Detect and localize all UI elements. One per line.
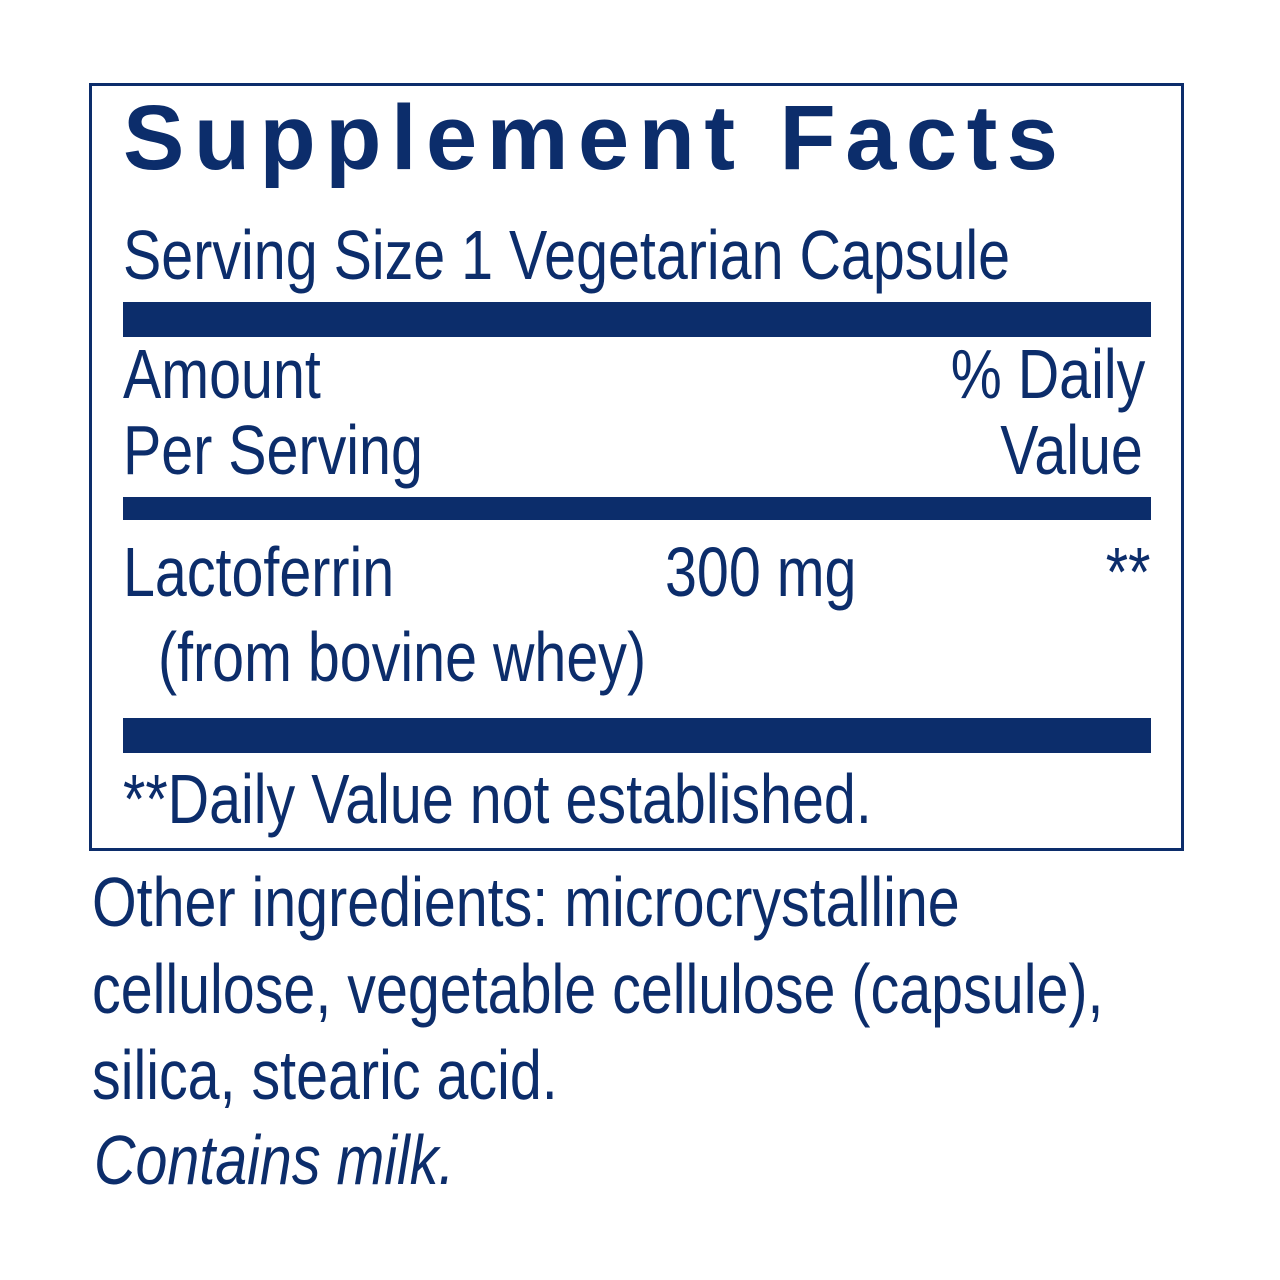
- footnote: **Daily Value not established.: [123, 760, 872, 838]
- panel-title: Supplement Facts: [123, 87, 1068, 189]
- divider-thick: [123, 302, 1151, 337]
- daily-value-header-line2: Value: [1000, 411, 1143, 489]
- allergen-statement: Contains milk.: [94, 1121, 455, 1199]
- amount-header-line1: Amount: [123, 335, 321, 413]
- amount-header-line2: Per Serving: [123, 411, 423, 489]
- divider-medium: [123, 497, 1151, 520]
- ingredient-name: Lactoferrin: [123, 533, 395, 611]
- daily-value-header-line1: % Daily: [950, 335, 1145, 413]
- ingredient-daily-value: **: [1105, 533, 1150, 611]
- divider-thick-bottom: [123, 718, 1151, 753]
- other-ingredients-line3: silica, stearic acid.: [92, 1036, 558, 1114]
- other-ingredients-line2: cellulose, vegetable cellulose (capsule)…: [92, 950, 1104, 1028]
- other-ingredients-line1: Other ingredients: microcrystalline: [92, 863, 960, 941]
- ingredient-amount: 300 mg: [665, 533, 857, 611]
- ingredient-source: (from bovine whey): [158, 618, 647, 696]
- serving-size: Serving Size 1 Vegetarian Capsule: [123, 216, 1011, 294]
- supplement-facts-panel: [89, 83, 1184, 851]
